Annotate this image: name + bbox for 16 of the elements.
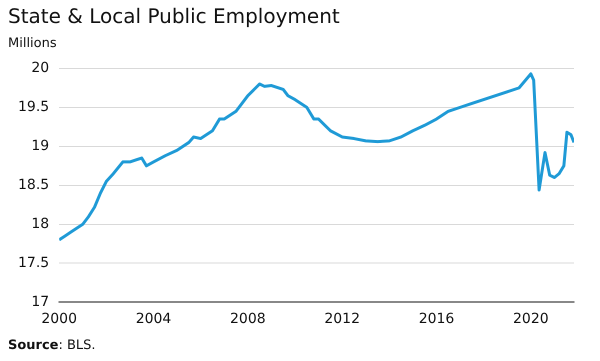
y-tick-label: 19 xyxy=(31,138,50,154)
x-tick-label: 2008 xyxy=(230,311,266,328)
source-note: Source: BLS. xyxy=(8,338,96,353)
chart-title: State & Local Public Employment xyxy=(8,4,340,28)
x-tick-label: 2012 xyxy=(324,311,360,328)
y-tick-label: 17.5 xyxy=(18,254,50,271)
x-tick-label: 2016 xyxy=(418,311,454,328)
y-tick-label: 17 xyxy=(31,294,50,310)
y-tick-label: 18.5 xyxy=(18,176,50,193)
x-tick-label: 2004 xyxy=(136,311,172,328)
x-tick-label: 2020 xyxy=(513,311,549,328)
y-tick-label: 18 xyxy=(31,216,50,232)
x-tick-label: 2000 xyxy=(41,311,77,328)
y-tick-label: 19.5 xyxy=(18,99,50,116)
y-tick-label: 20 xyxy=(31,60,50,76)
y-axis-title: Millions xyxy=(8,36,57,51)
